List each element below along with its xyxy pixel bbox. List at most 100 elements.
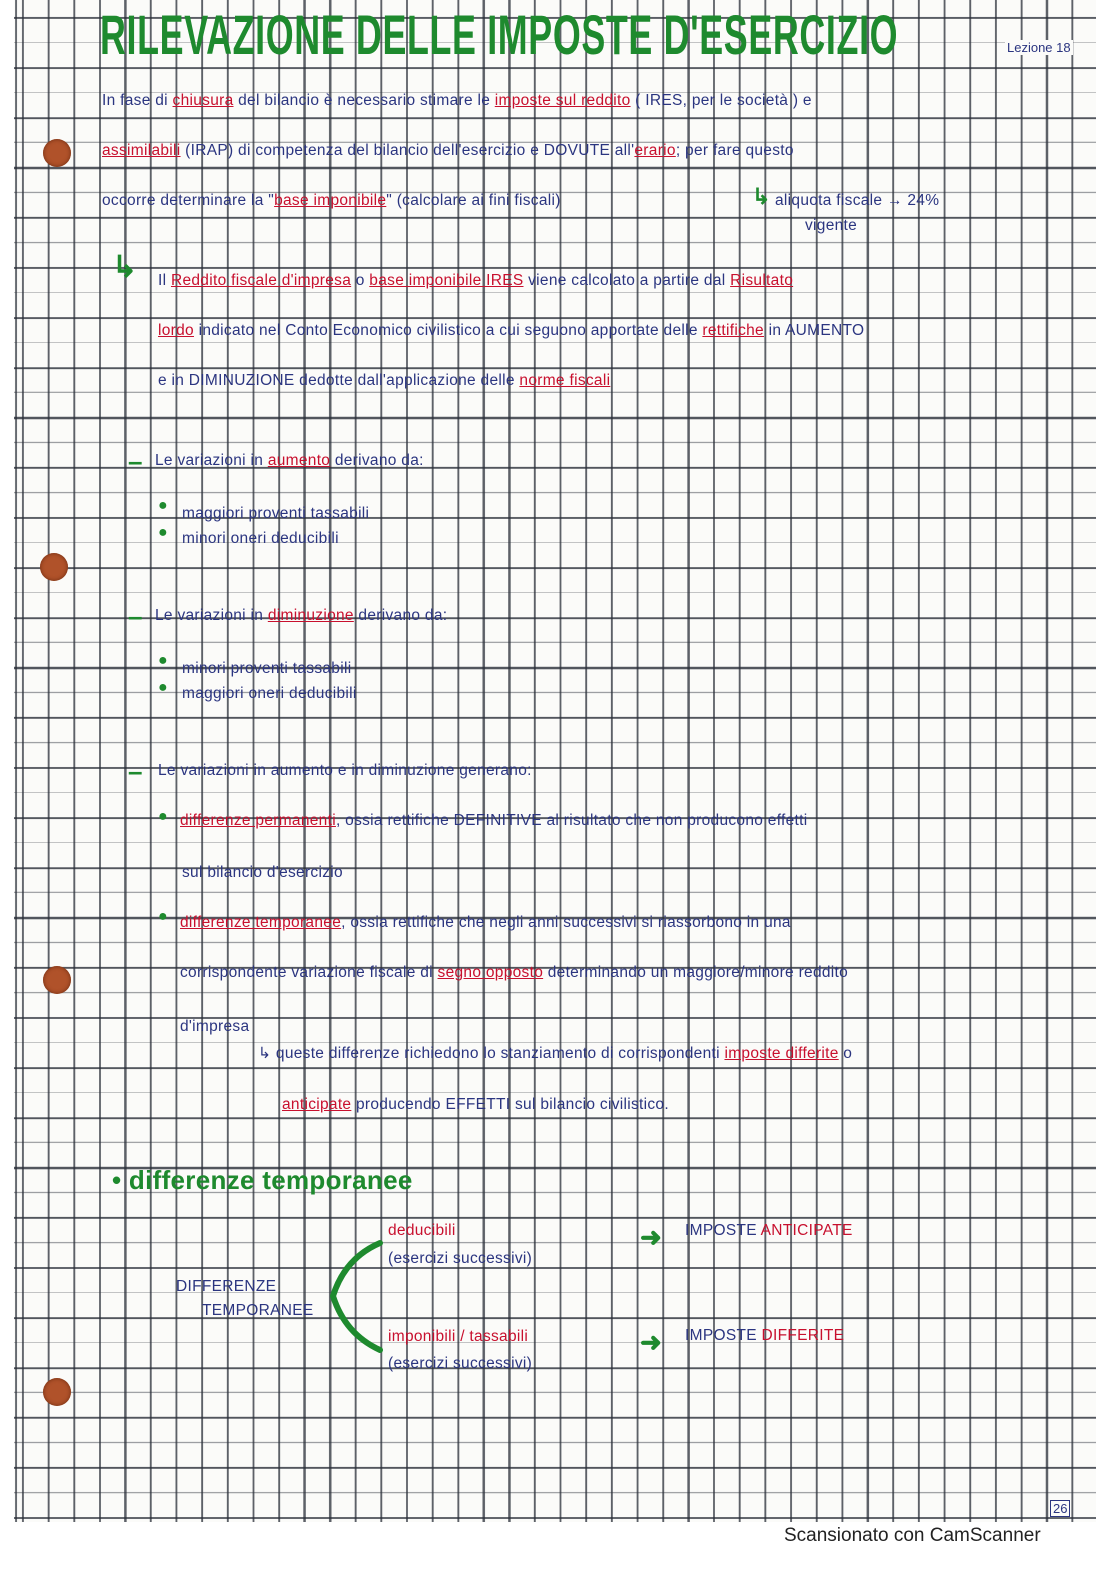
- intro-line: assimilabili (IRAP) di competenza del bi…: [102, 142, 794, 160]
- page-number: 26: [1050, 1500, 1071, 1517]
- dash-marker-icon: –: [128, 756, 143, 786]
- text-segment: determinando un maggiore/minore reddito: [543, 964, 849, 981]
- binder-hole: [43, 139, 71, 167]
- highlighted-term: aumento: [267, 452, 331, 469]
- highlighted-term: imponibili / tassabili: [388, 1328, 529, 1345]
- binder-hole: [40, 553, 68, 581]
- text-segment: in AUMENTO: [763, 322, 865, 339]
- text-segment: ; per fare questo: [675, 142, 794, 159]
- text-segment: derivano da:: [353, 607, 448, 624]
- text-segment: In fase di: [102, 92, 173, 109]
- text-segment: Le variazioni in aumento e in diminuzion…: [158, 762, 532, 779]
- permanenti-line: differenze permanenti, ossia rettifiche …: [180, 812, 808, 830]
- brace-icon: [329, 1240, 383, 1353]
- text-segment: maggiori oneri deducibili: [182, 685, 357, 702]
- diagram-root: TEMPORANEE: [202, 1302, 314, 1320]
- highlighted-term: chiusura: [172, 92, 234, 109]
- text-segment: " (calcolare ai fini fiscali): [386, 192, 561, 209]
- highlighted-term: assimilabili: [102, 142, 181, 159]
- generano-heading: Le variazioni in aumento e in diminuzion…: [158, 762, 532, 780]
- highlighted-term: base imponibile: [274, 192, 387, 209]
- text-segment: e in DIMINUZIONE dedotte dall'applicazio…: [158, 372, 520, 389]
- dash-marker-icon: –: [128, 446, 143, 476]
- highlighted-term: ANTICIPATE: [760, 1222, 853, 1239]
- aliquota-note: vigente: [805, 217, 857, 235]
- aumento-item: minori oneri deducibili: [182, 530, 339, 548]
- text-segment: ↳ queste differenze richiedono lo stanzi…: [258, 1045, 725, 1062]
- scanner-footer: Scansionato con CamScanner: [784, 1525, 1041, 1546]
- diagram-label: (esercizi successivi): [388, 1355, 532, 1373]
- bullet-dot-icon: ●: [158, 679, 168, 696]
- aumento-heading: Le variazioni in aumento derivano da:: [155, 452, 424, 470]
- corner-arrow-icon: ↳: [752, 184, 771, 209]
- text-segment: Le variazioni in: [155, 607, 268, 624]
- binder-hole: [43, 1378, 71, 1406]
- diagram-root: DIFFERENZE: [176, 1278, 276, 1296]
- text-segment: o: [351, 272, 370, 289]
- highlighted-term: norme fiscali: [519, 372, 611, 389]
- highlighted-term: rettifiche: [702, 322, 764, 339]
- reddito-line: e in DIMINUZIONE dedotte dall'applicazio…: [158, 372, 610, 390]
- lesson-label: Lezione 18: [1005, 40, 1073, 55]
- aliquota-note: aliquota fiscale → 24%: [775, 192, 939, 210]
- text-segment: viene calcolato a partire dal: [523, 272, 731, 289]
- diminuzione-item: minori proventi tassabili: [182, 660, 351, 678]
- text-segment: del bilancio è necessario stimare le: [233, 92, 495, 109]
- temporanee-line: differenze temporanee, ossia rettifiche …: [180, 914, 791, 932]
- right-arrow-icon: ➜: [640, 1327, 662, 1357]
- diagram-label: (esercizi successivi): [388, 1250, 532, 1268]
- intro-line: In fase di chiusura del bilancio è neces…: [102, 92, 812, 110]
- bullet-dot-icon: ●: [158, 808, 168, 825]
- diagram-label: imponibili / tassabili: [388, 1328, 528, 1346]
- highlighted-term: imposte differite: [724, 1045, 839, 1062]
- text-segment: vigente: [805, 217, 858, 234]
- highlighted-term: differenze permanenti: [180, 812, 336, 829]
- highlighted-term: erario: [634, 142, 676, 159]
- highlighted-term: DIFFERITE: [761, 1327, 845, 1344]
- right-arrow-icon: ➜: [640, 1222, 662, 1252]
- text-segment: minori oneri deducibili: [182, 530, 339, 547]
- text-segment: IMPOSTE: [685, 1327, 762, 1344]
- text-segment: corrispondente variazione fiscale di: [180, 964, 438, 981]
- text-segment: sul bilancio d'esercizio: [182, 864, 343, 881]
- reddito-line: lordo indicato nel Conto Economico civil…: [158, 322, 864, 340]
- text-segment: IMPOSTE: [685, 1222, 761, 1239]
- highlighted-term: anticipate: [282, 1096, 352, 1113]
- text-segment: ( IRES, per le società ) e: [630, 92, 812, 109]
- text-segment: d'impresa: [180, 1018, 250, 1035]
- binder-hole: [43, 966, 71, 994]
- text-segment: TEMPORANEE: [202, 1302, 314, 1319]
- permanenti-line: sul bilancio d'esercizio: [182, 864, 343, 882]
- highlighted-term: base imponibile IRES: [369, 272, 524, 289]
- aumento-item: maggiori proventi tassabili: [182, 505, 369, 523]
- text-segment: o: [838, 1045, 853, 1062]
- highlighted-term: • differenze temporanee: [112, 1165, 413, 1195]
- diminuzione-heading: Le variazioni in diminuzione derivano da…: [155, 607, 447, 625]
- text-segment: maggiori proventi tassabili: [182, 505, 370, 522]
- temporanee-line: corrispondente variazione fiscale di seg…: [180, 964, 848, 982]
- highlighted-term: Risultato: [730, 272, 794, 289]
- text-segment: occorre determinare la ": [102, 192, 275, 209]
- highlighted-term: lordo: [158, 322, 194, 339]
- intro-line: occorre determinare la "base imponibile"…: [102, 192, 561, 210]
- highlighted-term: diminuzione: [267, 607, 354, 624]
- curved-arrow-icon: ↳: [112, 251, 138, 284]
- highlighted-term: Reddito fiscale d'impresa: [170, 272, 352, 289]
- notebook-page: [14, 0, 1096, 1522]
- reddito-line: Il Reddito fiscale d'impresa o base impo…: [158, 272, 793, 290]
- bullet-dot-icon: ●: [158, 524, 168, 541]
- highlighted-term: deducibili: [388, 1222, 456, 1239]
- text-segment: , ossia rettifiche che negli anni succes…: [341, 914, 791, 931]
- temporanee-line: d'impresa: [180, 1018, 249, 1036]
- text-segment: producendo EFFETTI sul bilancio civilist…: [351, 1096, 669, 1113]
- text-segment: indicato nel Conto Economico civilistico…: [193, 322, 703, 339]
- bullet-dot-icon: ●: [158, 652, 168, 669]
- dash-marker-icon: –: [128, 601, 143, 631]
- imposte-note: anticipate producendo EFFETTI sul bilanc…: [282, 1096, 669, 1114]
- diagram-result: IMPOSTE ANTICIPATE: [685, 1222, 853, 1240]
- diagram-label: deducibili: [388, 1222, 456, 1240]
- text-segment: (IRAP) di competenza del bilancio dell'e…: [180, 142, 635, 159]
- bullet-dot-icon: ●: [158, 497, 168, 514]
- diminuzione-item: maggiori oneri deducibili: [182, 685, 357, 703]
- section-heading: • differenze temporanee: [112, 1165, 413, 1196]
